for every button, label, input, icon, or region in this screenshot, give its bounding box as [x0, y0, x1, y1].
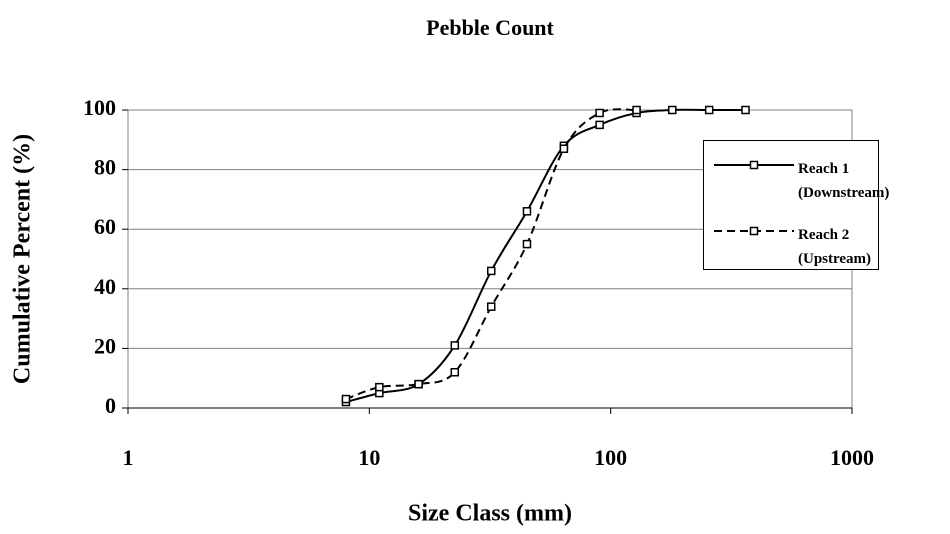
- data-point: [375, 382, 384, 392]
- data-point: [522, 239, 532, 249]
- chart-title: Pebble Count: [426, 15, 554, 40]
- y-tick-label: 40: [94, 274, 116, 299]
- data-point: [595, 108, 604, 118]
- data-point: [522, 207, 532, 216]
- data-point: [632, 105, 641, 115]
- legend-entry: Reach 1 (Downstream): [712, 149, 889, 201]
- series-line: [345, 108, 746, 404]
- legend-marker: [749, 160, 759, 170]
- y-tick-label: 80: [94, 155, 116, 180]
- data-point: [559, 144, 569, 153]
- x-axis-label: Size Class (mm): [408, 501, 572, 527]
- y-tick-label: 100: [83, 95, 116, 120]
- series-line: [345, 108, 637, 401]
- y-axis-label: Cumulative Percent (%): [10, 134, 36, 384]
- data-point: [341, 394, 351, 404]
- data-point: [741, 105, 750, 115]
- data-point: [704, 105, 714, 115]
- data-point: [450, 367, 460, 377]
- legend-entry: Reach 2 (Upstream): [712, 215, 877, 267]
- legend-marker: [749, 226, 759, 236]
- data-point: [486, 266, 496, 276]
- data-point: [450, 341, 460, 350]
- x-tick-label: 1000: [830, 445, 874, 470]
- x-tick-label: 1: [123, 445, 134, 470]
- x-tick-label: 10: [358, 445, 380, 470]
- y-tick-label: 20: [94, 333, 116, 358]
- x-tick-label: 100: [594, 445, 627, 470]
- legend-label: Reach 1 (Downstream): [798, 161, 890, 201]
- legend-swatch: [714, 226, 794, 236]
- data-point: [414, 379, 423, 389]
- data-point: [486, 302, 496, 311]
- data-point: [668, 105, 677, 115]
- legend-swatch: [714, 160, 794, 170]
- y-tick-label: 0: [105, 393, 116, 418]
- y-tick-label: 60: [94, 214, 116, 239]
- legend: Reach 1 (Downstream) Reach 2 (Upstream): [703, 140, 889, 270]
- data-point: [595, 120, 604, 130]
- legend-label: Reach 2 (Upstream): [798, 227, 872, 267]
